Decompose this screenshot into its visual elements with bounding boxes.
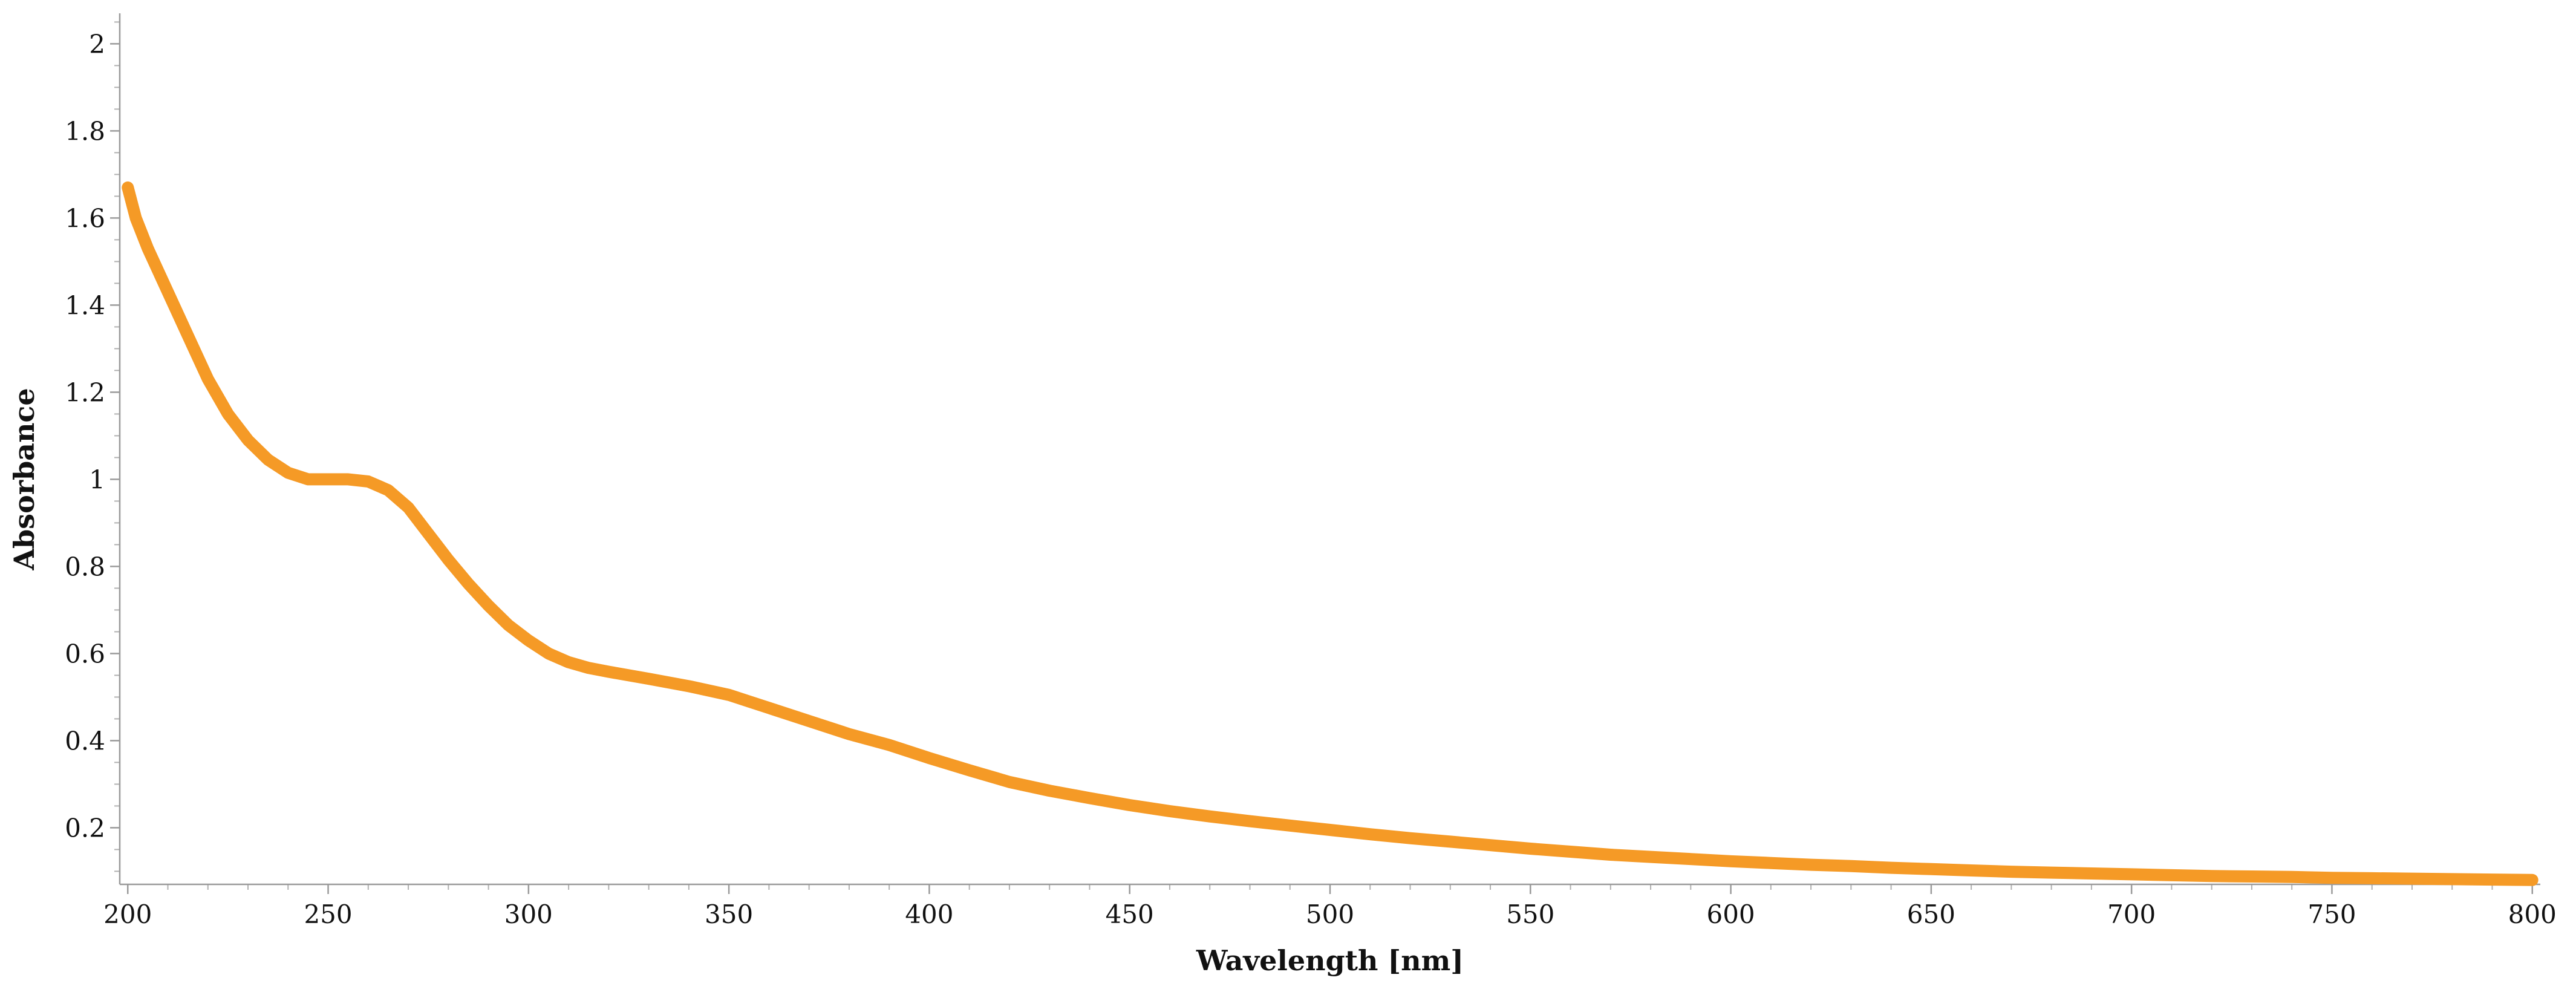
x-tick-label: 250 [304,899,352,929]
y-tick-label: 0.6 [65,639,105,668]
x-tick-label: 800 [2508,899,2557,929]
y-tick-label: 0.4 [65,726,105,756]
y-tick-label: 0.2 [65,813,105,843]
series-layer [122,181,2539,886]
major-ticks [110,43,2533,894]
y-tick-label: 1.2 [65,377,105,407]
x-tick-label: 300 [504,899,553,929]
x-tick-label: 650 [1907,899,1955,929]
y-axis-title: Absorbance [8,388,41,570]
x-tick-label: 450 [1106,899,1154,929]
x-tick-label: 750 [2307,899,2356,929]
x-tick-label: 200 [103,899,152,929]
x-tick-label: 400 [905,899,953,929]
x-tick-label: 500 [1306,899,1354,929]
y-tick-label: 1 [89,465,105,494]
x-axis-title: Wavelength [nm] [1196,944,1464,977]
series-line-0 [122,181,2539,886]
y-tick-label: 1.4 [65,290,105,320]
x-tick-label: 700 [2107,899,2156,929]
x-tick-label: 350 [705,899,753,929]
y-tick-labels: 0.2 0.4 0.6 0.8 1 1.2 1.4 1.6 1.8 2 [65,29,105,843]
minor-ticks [114,21,2493,890]
y-tick-label: 2 [89,29,105,59]
x-tick-label: 550 [1506,899,1554,929]
x-tick-label: 600 [1706,899,1755,929]
y-tick-label: 1.8 [65,116,105,146]
y-tick-label: 1.6 [65,203,105,233]
x-tick-labels: 200 250 300 350 400 450 500 550 600 650 700 750 800 [103,899,2557,929]
y-tick-label: 0.8 [65,552,105,581]
